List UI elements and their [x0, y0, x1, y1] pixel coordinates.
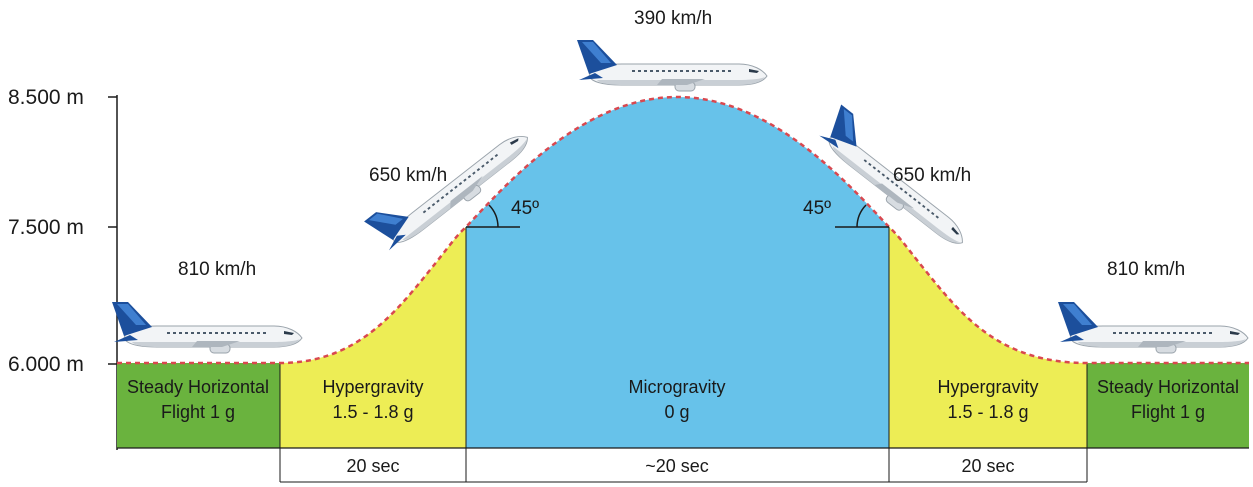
angle-arc-right	[856, 204, 867, 228]
phase-hyper-left-line2: 1.5 - 1.8 g	[332, 402, 413, 422]
speed-label-right-climb: 650 km/h	[893, 165, 971, 186]
duration-hyper-right: 20 sec	[961, 456, 1014, 476]
duration-micro: ~20 sec	[645, 456, 709, 476]
altitude-label-6000: 6.000 m	[8, 353, 84, 376]
trajectory-line	[117, 95, 1249, 365]
phase-steady-right-line1: Steady Horizontal	[1097, 377, 1239, 397]
speed-label-left-level: 810 km/h	[178, 259, 256, 280]
speed-label-apex: 390 km/h	[634, 8, 712, 29]
phase-steady-left-line2: Flight 1 g	[161, 402, 235, 422]
aircraft-icon-right-level	[1057, 301, 1249, 354]
phase-micro-line2: 0 g	[664, 402, 689, 422]
altitude-label-8500: 8.500 m	[8, 86, 84, 109]
hypergravity-region-left	[280, 227, 466, 448]
angle-label-right: 45º	[803, 198, 831, 219]
phase-hyper-right-line1: Hypergravity	[937, 377, 1038, 397]
phase-steady-left-line1: Steady Horizontal	[127, 377, 269, 397]
phase-micro-line1: Microgravity	[628, 377, 725, 397]
hypergravity-region-right	[889, 227, 1087, 448]
phase-hyper-left-line1: Hypergravity	[322, 377, 423, 397]
angle-arc-left	[488, 204, 499, 228]
steady-region-left	[117, 363, 280, 448]
angle-label-left: 45º	[511, 198, 539, 219]
aircraft-icon-apex	[576, 39, 768, 92]
speed-label-left-climb: 650 km/h	[369, 165, 447, 186]
microgravity-region	[466, 97, 889, 448]
duration-hyper-left: 20 sec	[346, 456, 399, 476]
phase-hyper-right-line2: 1.5 - 1.8 g	[947, 402, 1028, 422]
steady-region-right	[1087, 363, 1249, 448]
aircraft-icon-left-level	[111, 301, 303, 354]
speed-label-right-level: 810 km/h	[1107, 259, 1185, 280]
phase-steady-right-line2: Flight 1 g	[1131, 402, 1205, 422]
altitude-label-7500: 7.500 m	[8, 216, 84, 239]
